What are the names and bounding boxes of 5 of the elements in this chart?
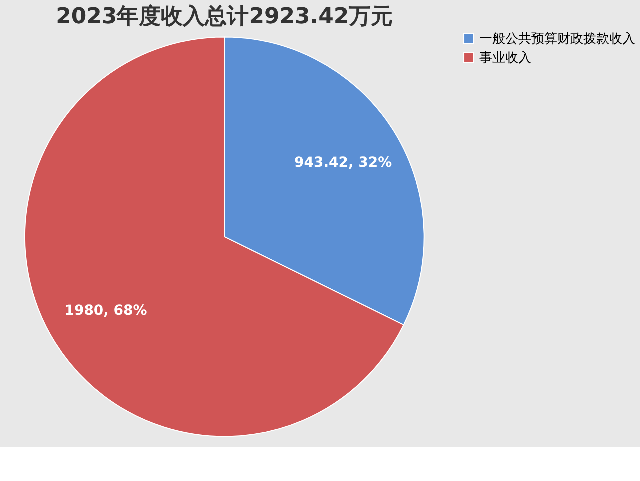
legend-label: 事业收入: [479, 50, 532, 66]
legend-label: 一般公共预算财政拨款收入: [479, 32, 636, 47]
data-label: 1980, 68%: [64, 302, 148, 319]
chart-title: 2023年度收入总计2923.42万元: [56, 3, 394, 30]
data-label: 943.42, 32%: [294, 155, 392, 172]
